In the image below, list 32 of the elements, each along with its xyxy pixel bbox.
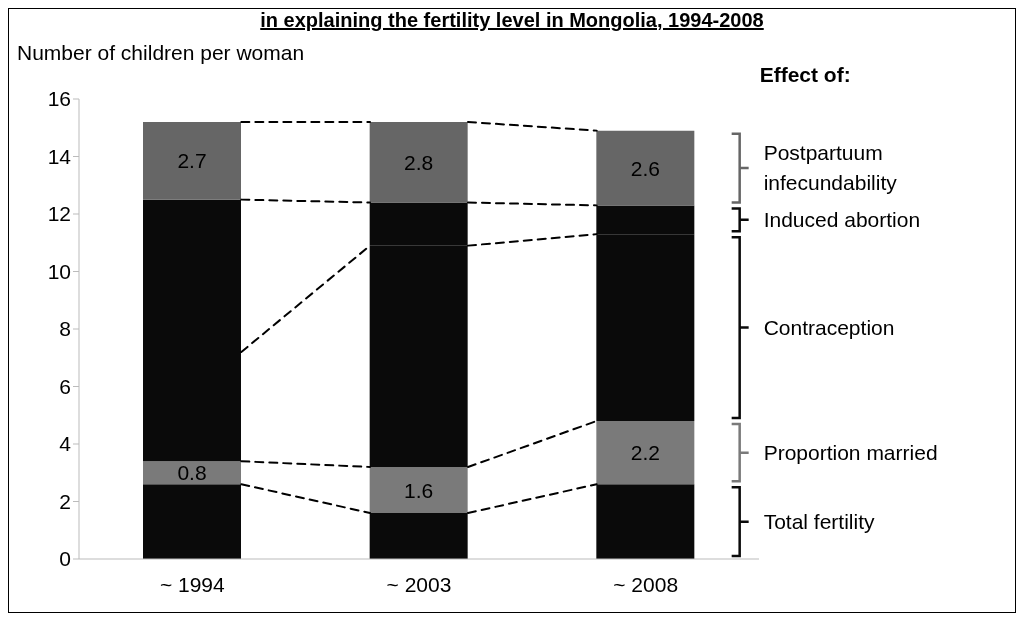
y-tick-label: 16 — [47, 87, 71, 111]
legend-label: Induced abortion — [763, 206, 922, 233]
data-label: 2.8 — [404, 150, 434, 174]
y-axis-title: Number of children per woman — [17, 40, 306, 66]
bar — [143, 122, 241, 200]
data-label: 2.7 — [177, 149, 207, 173]
bar — [143, 461, 241, 485]
data-label: 2.6 — [630, 156, 660, 180]
data-label: 1.6 — [404, 478, 434, 502]
chart-title: in explaining the fertility level in Mongolia, 1994-2008 — [259, 9, 765, 32]
bar — [369, 122, 468, 203]
data-label: 2.2 — [630, 441, 660, 465]
data-label: 0.8 — [177, 461, 207, 485]
bar — [596, 421, 695, 485]
legend-label: Postpartuum infecundability — [763, 140, 898, 196]
bar — [596, 130, 695, 206]
y-tick-label: 10 — [47, 259, 71, 283]
y-tick-label: 0 — [59, 547, 71, 571]
y-tick-label: 12 — [47, 202, 71, 226]
y-tick-label: 4 — [59, 432, 72, 456]
x-tick-label: ~ 1994 — [159, 572, 226, 596]
x-tick-label: ~ 2008 — [613, 572, 679, 596]
y-tick-label: 2 — [59, 489, 71, 513]
x-tick-label: ~ 2003 — [386, 572, 452, 596]
legend-label: Proportion married — [763, 439, 939, 466]
y-tick-label: 8 — [59, 317, 71, 341]
y-tick-label: 14 — [47, 144, 72, 168]
legend-label: Total fertility — [763, 508, 876, 535]
bar — [369, 467, 468, 513]
y-tick-label: 6 — [59, 374, 71, 398]
legend-title: Effect of: — [759, 63, 851, 87]
legend-label: Contraception — [763, 314, 896, 341]
